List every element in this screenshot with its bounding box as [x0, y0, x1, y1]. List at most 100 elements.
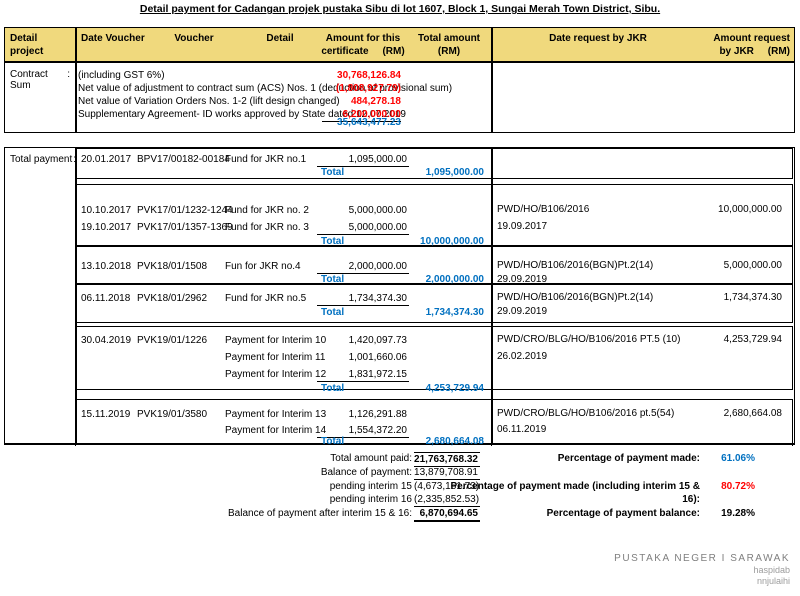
summary-row: Balance of payment after interim 15 & 16… [0, 507, 800, 522]
summary-value: (2,335,852.53) [414, 494, 480, 507]
cell-voucher: PVK18/01/2962 [137, 293, 208, 304]
summary-row: Balance of payment: 13,879,708.91 [0, 466, 800, 480]
total-payment-label: Total payment : [10, 154, 76, 165]
cell-date: 19.10.2017 [81, 222, 132, 233]
total-label: Total [321, 167, 345, 178]
jkr-request-box: PWD/CRO/BLG/HO/B106/2016 pt.5(54) 06.11.… [491, 399, 793, 446]
payments-area: Total payment : 20.01.2017 BPV17/00182-0… [4, 147, 795, 447]
summary-row: pending interim 16 (2,335,852.53) [0, 493, 800, 507]
percentage-value: 61.06% [721, 453, 755, 464]
total-label: Total [321, 383, 345, 394]
cell-voucher: BPV17/00182-00184 [137, 154, 230, 165]
contract-line-value: (1,808,927.79) [335, 83, 401, 94]
column-divider [75, 28, 77, 61]
payment-row: 30.04.2019 PVK19/01/1226 Payment for Int… [76, 334, 491, 347]
contract-line-desc: (including GST 6%) [78, 70, 165, 81]
cell-date: 06.11.2018 [81, 293, 131, 304]
summary-label: Balance of payment after interim 15 & 16… [228, 508, 412, 519]
cell-detail: Payment for Interim 12 [225, 369, 327, 380]
jkr-reference: PWD/HO/B106/2016(BGN)Pt.2(14) [497, 292, 654, 303]
cell-amount: 2,000,000.00 [317, 260, 409, 274]
jkr-amount: 5,000,000.00 [723, 260, 782, 271]
percentage-value: 19.28% [721, 508, 755, 519]
payment-group: 06.11.2018 PVK18/01/2962 Fund for JKR no… [75, 284, 492, 323]
jkr-request-box: PWD/HO/B106/2016(BGN)Pt.2(14) 29.09.2019… [491, 284, 793, 323]
jkr-date: 06.11.2019 [497, 424, 547, 435]
cell-detail: Payment for Interim 14 [225, 425, 327, 436]
group-total-value: 4,253,729.94 [425, 383, 484, 394]
summary-value: 6,870,694.65 [414, 507, 480, 522]
summary-value: 21,763,768.32 [414, 452, 480, 467]
cell-detail: Payment for Interim 10 [225, 335, 327, 346]
total-label: Total [321, 307, 345, 318]
total-label: Total [321, 236, 345, 247]
jkr-amount: 1,734,374.30 [723, 292, 782, 303]
header-detail-project: Detail project [10, 33, 44, 57]
jkr-date: 29.09.2019 [497, 306, 548, 317]
jkr-amount: 10,000,000.00 [718, 204, 782, 215]
percentage-label: Percentage of payment balance: [546, 508, 700, 519]
cell-amount: 1,831,972.15 [317, 368, 409, 382]
jkr-date: 26.02.2019 [497, 351, 548, 362]
cell-amount: 1,095,000.00 [317, 153, 409, 167]
payment-row: Payment for Interim 14 1,554,372.20 [76, 424, 491, 438]
cell-voucher: PVK18/01/1508 [137, 261, 208, 272]
group-total-value: 10,000,000.00 [420, 236, 484, 247]
payment-row: 06.11.2018 PVK18/01/2962 Fund for JKR no… [76, 292, 491, 306]
column-divider [75, 63, 77, 132]
group-total-value: 1,095,000.00 [425, 167, 484, 178]
cell-voucher: PVK19/01/3580 [137, 409, 208, 420]
contract-line-desc: Net value of Variation Orders Nos. 1-2 (… [78, 96, 340, 107]
cell-detail: Fun for JKR no.4 [225, 261, 301, 272]
jkr-request-box: PWD/CRO/BLG/HO/B106/2016 PT.5 (10) 26.02… [491, 326, 793, 390]
summary-row: Total amount paid: 21,763,768.32 Percent… [0, 452, 800, 467]
cell-amount: 5,000,000.00 [348, 205, 407, 216]
header-date-voucher: Date Voucher [81, 33, 145, 44]
payment-group: 15.11.2019 PVK19/01/3580 Payment for Int… [75, 399, 492, 447]
group-total-row: Total 2,000,000.00 [76, 273, 491, 286]
header-amount-certificate: Amount for this certificate (RM) [321, 33, 405, 57]
cell-voucher: PVK17/01/1232-1244 [137, 205, 233, 216]
payment-group: 20.01.2017 BPV17/00182-00184 Fund for JK… [75, 148, 492, 179]
contract-sum-label: Contract Sum : [10, 69, 70, 91]
percentage-label: Percentage of payment made: [557, 453, 700, 464]
group-total-row: Total 10,000,000.00 [76, 235, 491, 248]
payment-row: 13.10.2018 PVK18/01/1508 Fun for JKR no.… [76, 260, 491, 274]
summary-label: Balance of payment: [320, 467, 412, 478]
cell-amount: 1,001,660.06 [348, 352, 407, 363]
contract-line-value: 30,768,126.84 [337, 70, 401, 81]
group-total-row: Total 1,095,000.00 [76, 166, 491, 179]
table-header-row: Detail project Date Voucher Voucher Deta… [4, 27, 795, 62]
cell-detail: Payment for Interim 11 [225, 352, 326, 363]
watermark-line3: nnjulaihi [756, 576, 790, 586]
summary-value: 13,879,708.91 [414, 467, 480, 480]
payment-row: Payment for Interim 12 1,831,972.15 [76, 368, 491, 382]
percentage-value: 80.72% [721, 481, 755, 492]
jkr-reference: PWD/HO/B106/2016 [497, 204, 590, 215]
payment-group: 13.10.2018 PVK18/01/1508 Fun for JKR no.… [75, 246, 492, 286]
cell-amount: 1,126,291.88 [348, 409, 407, 420]
contract-line-value: 6,200,000.00 [322, 108, 401, 122]
column-divider-thick [491, 63, 493, 132]
watermark-line2: haspidab [753, 565, 790, 575]
cell-detail: Fund for JKR no.1 [225, 154, 307, 165]
jkr-request-box: PWD/HO/B106/2016 19.09.2017 10,000,000.0… [491, 184, 793, 246]
cell-voucher: PVK19/01/1226 [137, 335, 208, 346]
summary-label: Total amount paid: [330, 453, 412, 464]
summary-label: pending interim 16 [329, 494, 412, 505]
summary-value: (4,673,161.73) [414, 481, 480, 492]
group-total-row: Total 1,734,374.30 [76, 306, 491, 319]
contract-sum-row: Contract Sum : (including GST 6%) Net va… [4, 62, 795, 133]
cell-detail: Fund for JKR no.5 [225, 293, 307, 304]
cell-detail: Fund for JKR no. 3 [225, 222, 309, 233]
percentage-label: Percentage of payment made (including in… [450, 481, 700, 505]
cell-amount: 1,420,097.73 [348, 335, 407, 346]
total-label: Total [321, 274, 345, 285]
cell-detail: Payment for Interim 13 [225, 409, 327, 420]
header-detail: Detail [266, 33, 294, 44]
column-divider-thick [491, 148, 493, 443]
cell-amount: 1,554,372.20 [317, 424, 409, 438]
jkr-reference: PWD/CRO/BLG/HO/B106/2016 PT.5 (10) [497, 334, 681, 345]
header-total-amount: Total amount (RM) [417, 33, 481, 57]
